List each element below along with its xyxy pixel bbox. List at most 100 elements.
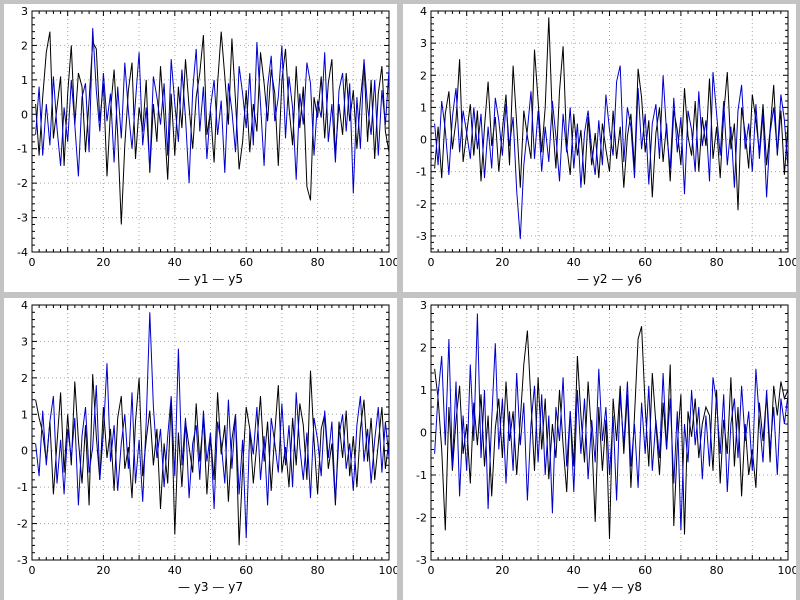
- y-tick-label: 1: [420, 101, 427, 114]
- legend-label-y8: y8: [623, 580, 642, 594]
- y-tick-label: 2: [420, 69, 427, 82]
- y-tick-label: -2: [17, 177, 28, 190]
- tick-marks: [430, 10, 789, 252]
- legend-label-y5: y5: [224, 272, 243, 286]
- series-line-y6: [434, 65, 789, 240]
- x-tick-label: 80: [710, 564, 724, 577]
- y-tick-label: 0: [420, 427, 427, 440]
- chart-panel-top-left: 0 20 40 60 80 100 -4 -3 -2 -1 0 1 2 3 — y1 — y5: [4, 4, 397, 292]
- legend-swatch-y5: —: [209, 272, 225, 286]
- legend-swatch-y8: —: [608, 580, 624, 594]
- series-line-y8: [434, 313, 789, 531]
- legend: — y1 — y5: [178, 272, 243, 286]
- x-tick-label: 0: [428, 256, 435, 269]
- x-tick-label: 60: [638, 256, 652, 269]
- series-line-y7: [35, 312, 390, 539]
- y-tick-label: 3: [21, 5, 28, 18]
- y-tick-label: -1: [416, 166, 427, 179]
- axis-labels: 0 20 40 60 80 100 -4 -3 -2 -1 0 1 2 3: [17, 5, 397, 269]
- x-tick-label: 40: [168, 564, 182, 577]
- x-tick-label: 40: [567, 564, 581, 577]
- legend-label-y6: y6: [623, 272, 642, 286]
- y-tick-label: 4: [420, 5, 427, 18]
- axis-labels: 0 20 40 60 80 100 -3 -2 -1 0 1 2 3 4: [416, 5, 796, 269]
- x-tick-label: 60: [239, 564, 253, 577]
- x-tick-label: 60: [239, 256, 253, 269]
- y-tick-label: -1: [17, 481, 28, 494]
- y-tick-label: -2: [17, 518, 28, 531]
- legend: — y4 — y8: [577, 580, 642, 594]
- chart-svg: 0 20 40 60 80 100 -3 -2 -1 0 1 2 3 — y4 — y8: [416, 299, 796, 594]
- y-tick-label: 1: [21, 74, 28, 87]
- y-tick-label: 3: [420, 299, 427, 312]
- x-tick-label: 40: [567, 256, 581, 269]
- x-tick-label: 40: [168, 256, 182, 269]
- x-tick-label: 0: [29, 564, 36, 577]
- y-tick-label: 2: [21, 372, 28, 385]
- y-tick-label: 0: [21, 108, 28, 121]
- chart-svg: 0 20 40 60 80 100 -4 -3 -2 -1 0 1 2 3 — y1 — y5: [17, 5, 397, 286]
- y-tick-label: 2: [420, 342, 427, 355]
- chart-panel-bottom-left: 0 20 40 60 80 100 -3 -2 -1 0 1 2 3 4 — y3 — y7: [4, 298, 397, 600]
- y-tick-label: 0: [420, 134, 427, 147]
- tick-marks: [430, 304, 789, 561]
- axis-labels: 0 20 40 60 80 100 -3 -2 -1 0 1 2 3: [416, 299, 796, 577]
- legend: — y2 — y6: [577, 272, 642, 286]
- chart-panel-top-right: 0 20 40 60 80 100 -3 -2 -1 0 1 2 3 4 — y2 — y6: [403, 4, 796, 292]
- y-tick-label: -3: [416, 554, 427, 567]
- x-tick-label: 80: [311, 564, 325, 577]
- legend-swatch-y2: —: [577, 272, 589, 286]
- y-tick-label: 0: [21, 445, 28, 458]
- y-tick-label: -3: [17, 212, 28, 225]
- x-tick-label: 100: [778, 564, 797, 577]
- x-tick-label: 20: [96, 564, 110, 577]
- series-line-y1: [35, 31, 390, 225]
- y-tick-label: -1: [416, 469, 427, 482]
- y-tick-label: 3: [420, 37, 427, 50]
- tick-marks: [31, 304, 390, 561]
- x-tick-label: 100: [778, 256, 797, 269]
- axis-labels: 0 20 40 60 80 100 -3 -2 -1 0 1 2 3 4: [17, 299, 397, 577]
- y-tick-label: -4: [17, 246, 28, 259]
- tick-marks: [31, 10, 390, 253]
- chart-svg: 0 20 40 60 80 100 -3 -2 -1 0 1 2 3 4 — y3 — y7: [17, 299, 397, 594]
- chart-svg: 0 20 40 60 80 100 -3 -2 -1 0 1 2 3 4 — y2 — y6: [416, 5, 796, 286]
- y-tick-label: 2: [21, 39, 28, 52]
- x-tick-label: 100: [379, 564, 398, 577]
- y-tick-label: 4: [21, 299, 28, 312]
- y-tick-label: -1: [17, 143, 28, 156]
- legend-swatch-y1: —: [178, 272, 190, 286]
- legend-label-y7: y7: [224, 580, 243, 594]
- x-tick-label: 20: [96, 256, 110, 269]
- y-tick-label: -2: [416, 512, 427, 525]
- series-line-y5: [35, 28, 390, 194]
- chart-panel-bottom-right: 0 20 40 60 80 100 -3 -2 -1 0 1 2 3 — y4 — y8: [403, 298, 796, 600]
- legend-swatch-y4: —: [577, 580, 589, 594]
- x-tick-label: 0: [29, 256, 36, 269]
- x-tick-label: 20: [495, 256, 509, 269]
- x-tick-label: 100: [379, 256, 398, 269]
- legend-swatch-y6: —: [608, 272, 624, 286]
- legend-label-y2: y2: [589, 272, 608, 286]
- y-tick-label: 1: [420, 384, 427, 397]
- gridlines: [32, 11, 389, 252]
- x-tick-label: 60: [638, 564, 652, 577]
- legend: — y3 — y7: [178, 580, 243, 594]
- y-tick-label: 3: [21, 335, 28, 348]
- legend-swatch-y7: —: [209, 580, 225, 594]
- y-tick-label: -2: [416, 198, 427, 211]
- x-tick-label: 80: [710, 256, 724, 269]
- y-tick-label: -3: [416, 230, 427, 243]
- x-tick-label: 0: [428, 564, 435, 577]
- legend-label-y1: y1: [190, 272, 209, 286]
- x-tick-label: 80: [311, 256, 325, 269]
- series-line-y4: [434, 326, 789, 539]
- legend-label-y4: y4: [589, 580, 608, 594]
- series-line-y3: [35, 370, 390, 546]
- x-tick-label: 20: [495, 564, 509, 577]
- y-tick-label: 1: [21, 408, 28, 421]
- legend-swatch-y3: —: [178, 580, 190, 594]
- y-tick-label: -3: [17, 554, 28, 567]
- legend-label-y3: y3: [190, 580, 209, 594]
